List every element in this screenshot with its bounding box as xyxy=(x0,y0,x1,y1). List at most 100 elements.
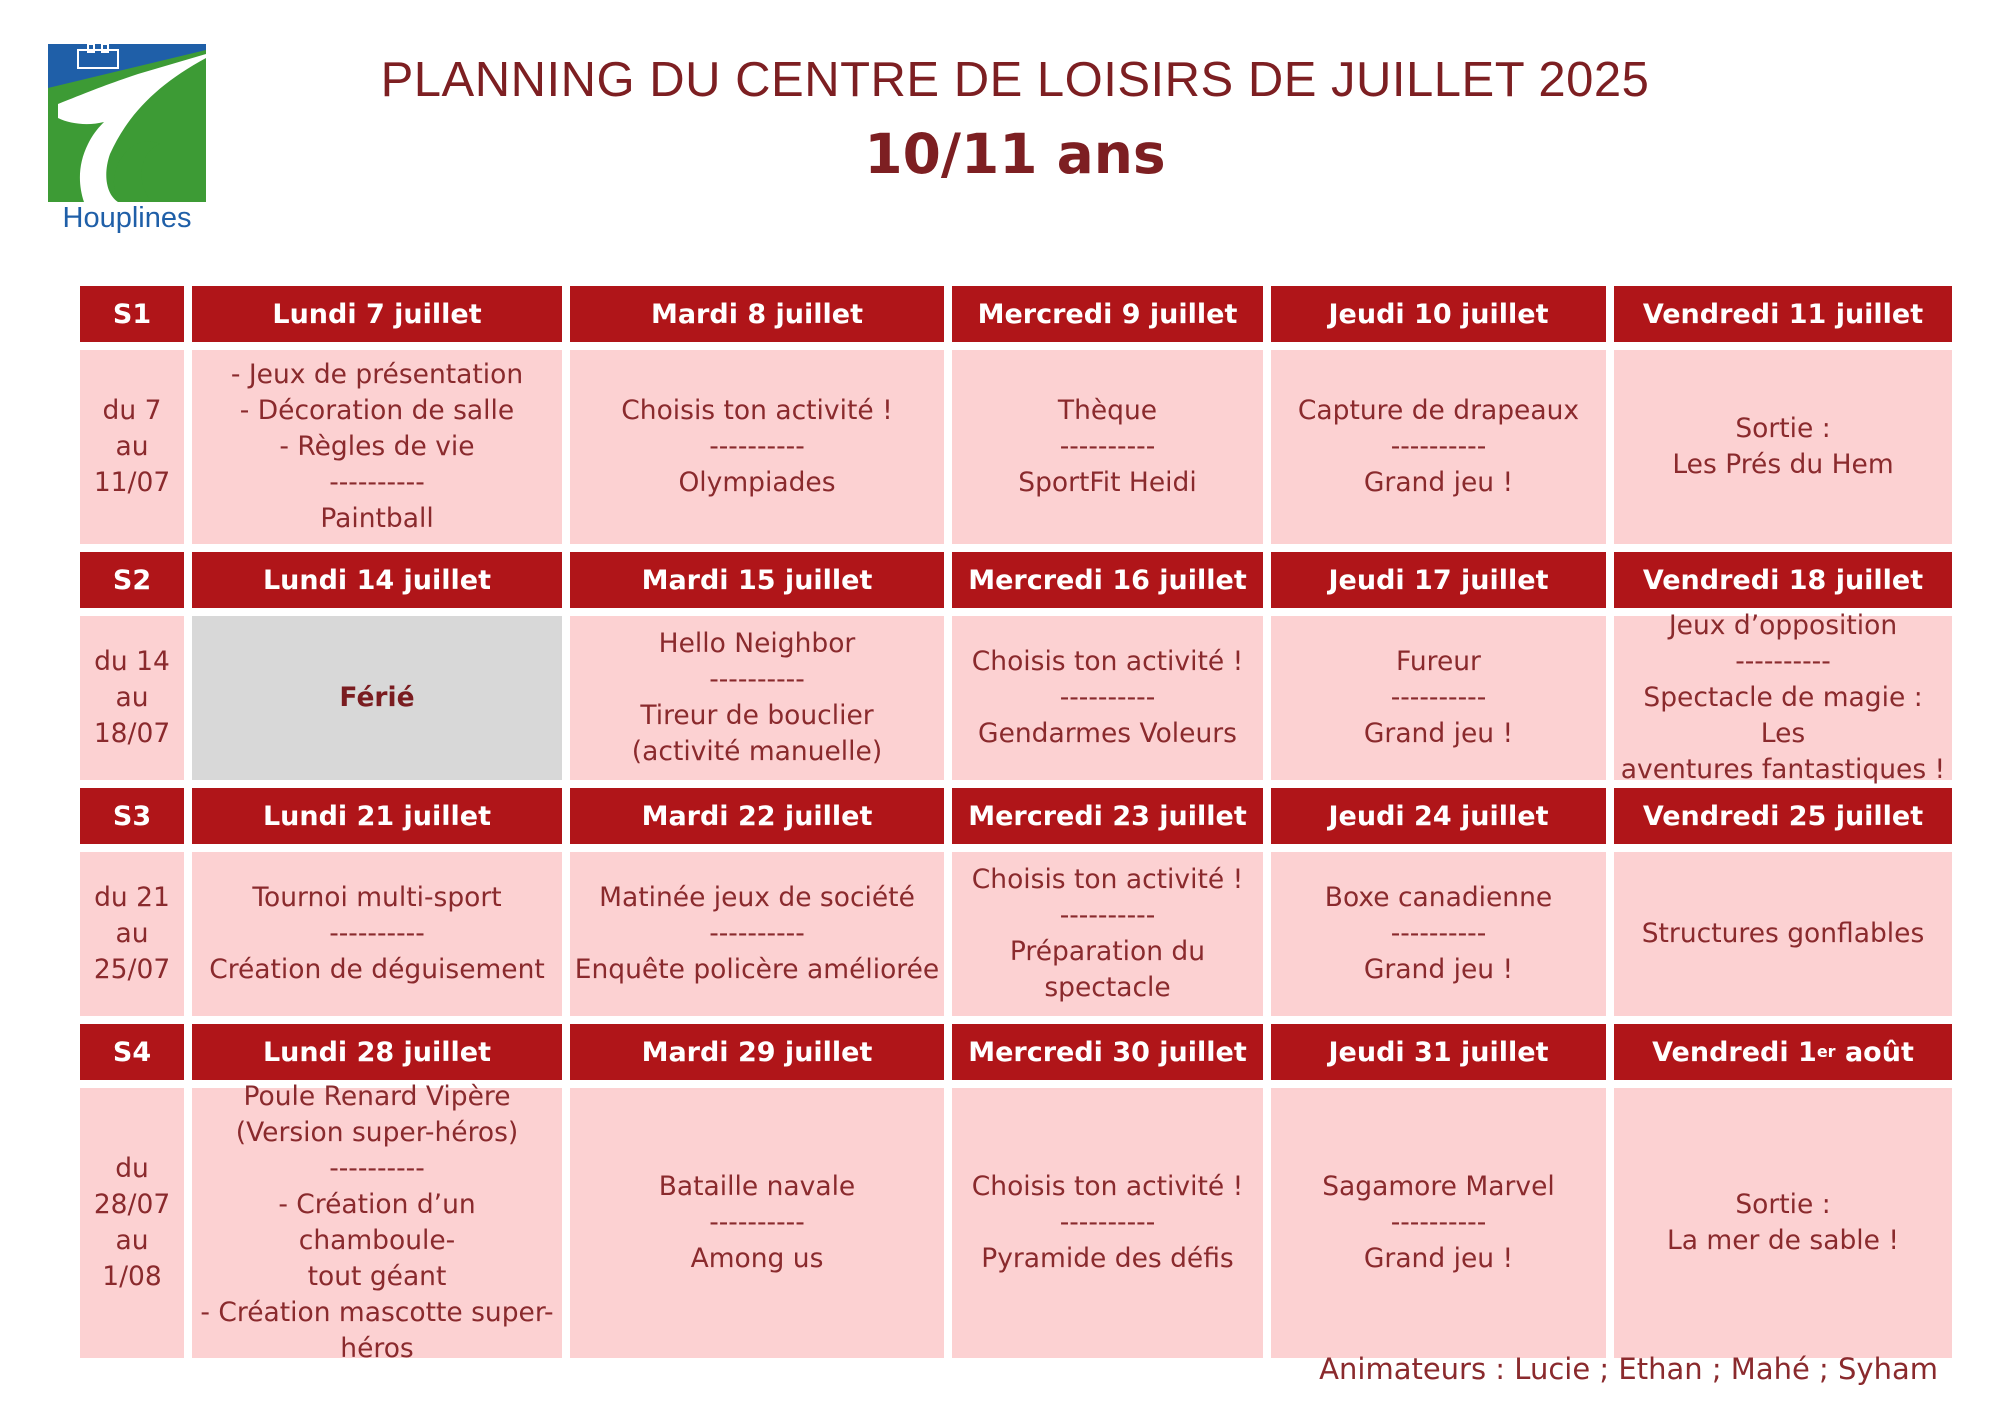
day-header-part: août xyxy=(1835,1036,1914,1068)
activity-line: - Jeux de présentation xyxy=(230,359,524,390)
activity-line: ---------- xyxy=(709,918,805,949)
activity-line: Spectacle de magie : Les xyxy=(1643,682,1923,749)
activity-line: Paintball xyxy=(320,503,434,534)
activity-line: Sagamore Marvel xyxy=(1322,1171,1555,1202)
day-header: Jeudi 17 juillet xyxy=(1271,552,1606,608)
activity-cell: Structures gonflables xyxy=(1614,852,1952,1016)
day-header: Lundi 28 juillet xyxy=(192,1024,562,1080)
day-header: Mercredi 30 juillet xyxy=(952,1024,1263,1080)
activity-line: Olympiades xyxy=(678,467,836,498)
activity-cell: Sortie : Les Prés du Hem xyxy=(1614,350,1952,544)
range-line: 11/07 xyxy=(93,467,171,498)
activity-line: ---------- xyxy=(1390,918,1487,949)
activity-line: La mer de sable ! xyxy=(1667,1225,1899,1256)
activity-line: Capture de drapeaux xyxy=(1297,395,1580,426)
activity-line: - Règles de vie xyxy=(279,431,475,462)
range-line: au xyxy=(115,682,149,713)
range-line: 25/07 xyxy=(93,954,171,985)
activity-line: SportFit Heidi xyxy=(1018,467,1197,498)
day-header: Mardi 22 juillet xyxy=(570,788,944,844)
activity-line: Pyramide des défis xyxy=(981,1243,1234,1274)
activity-line: Choisis ton activité ! xyxy=(971,1171,1244,1202)
activity-line: ---------- xyxy=(709,1207,805,1238)
activity-line: Grand jeu ! xyxy=(1363,954,1514,985)
activity-line: Matinée jeux de société xyxy=(599,882,915,913)
activity-line: Fureur xyxy=(1396,646,1481,677)
activity-line: aventures fantastiques ! xyxy=(1620,754,1946,785)
range-line: du 7 xyxy=(102,395,162,426)
activity-cell: Hello Neighbor ---------- Tireur de bouc… xyxy=(570,616,944,780)
page-title: PLANNING DU CENTRE DE LOISIRS DE JUILLET… xyxy=(380,53,1650,107)
activity-line: ---------- xyxy=(1059,682,1156,713)
activity-line: Boxe canadienne xyxy=(1324,882,1553,913)
activity-line: tout géant xyxy=(307,1261,447,1292)
activity-line: ---------- xyxy=(709,431,805,462)
activity-cell: Tournoi multi-sport ---------- Création … xyxy=(192,852,562,1016)
activity-cell: Choisis ton activité ! ---------- Gendar… xyxy=(952,616,1263,780)
day-header: Vendredi 1 er août xyxy=(1614,1024,1952,1080)
activity-line: Choisis ton activité ! xyxy=(971,864,1244,895)
holiday-label: Férié xyxy=(339,682,415,713)
day-header: Jeudi 31 juillet xyxy=(1271,1024,1606,1080)
logo-text: Houplines xyxy=(62,202,192,234)
range-line: au xyxy=(115,918,149,949)
activity-line: héros xyxy=(340,1333,414,1364)
activity-line: Structures gonflables xyxy=(1641,918,1925,949)
week-range: du 7 au 11/07 xyxy=(80,350,184,544)
activity-line: Tireur de bouclier xyxy=(640,700,874,731)
logo-emblem-icon xyxy=(48,44,206,202)
activity-cell: Boxe canadienne ---------- Grand jeu ! xyxy=(1271,852,1606,1016)
activity-cell: Bataille navale ---------- Among us xyxy=(570,1088,944,1358)
activity-line: Gendarmes Voleurs xyxy=(978,718,1237,749)
activity-cell: Capture de drapeaux ---------- Grand jeu… xyxy=(1271,350,1606,544)
activity-line: Grand jeu ! xyxy=(1363,718,1514,749)
activity-line: Hello Neighbor xyxy=(658,628,856,659)
day-header: Mardi 8 juillet xyxy=(570,286,944,342)
activity-cell: Sagamore Marvel ---------- Grand jeu ! xyxy=(1271,1088,1606,1358)
holiday-cell: Férié xyxy=(192,616,562,780)
activity-line: ---------- xyxy=(329,918,425,949)
activity-line: Grand jeu ! xyxy=(1363,1243,1514,1274)
houplines-logo: Houplines xyxy=(48,44,206,242)
activity-cell: Choisis ton activité ! ---------- Pyrami… xyxy=(952,1088,1263,1358)
day-header: Mercredi 16 juillet xyxy=(952,552,1263,608)
activity-line: Enquête policère améliorée xyxy=(574,954,940,985)
activity-line: Les Prés du Hem xyxy=(1672,449,1894,480)
week-label: S3 xyxy=(80,788,184,844)
activity-line: Grand jeu ! xyxy=(1363,467,1514,498)
activity-line: Création de déguisement xyxy=(209,954,545,985)
activity-line: - Création mascotte super- xyxy=(200,1297,554,1328)
planning-table: S1 Lundi 7 juillet Mardi 8 juillet Mercr… xyxy=(80,286,1952,1364)
day-header: Lundi 14 juillet xyxy=(192,552,562,608)
range-line: 18/07 xyxy=(93,718,171,749)
activity-line: Sortie : xyxy=(1735,413,1831,444)
range-line: 28/07 xyxy=(93,1189,171,1220)
activity-line: (Version super-héros) xyxy=(235,1117,519,1148)
week-label: S4 xyxy=(80,1024,184,1080)
day-header: Jeudi 10 juillet xyxy=(1271,286,1606,342)
activity-cell: Sortie : La mer de sable ! xyxy=(1614,1088,1952,1358)
activity-line: ---------- xyxy=(1390,1207,1487,1238)
day-header: Mardi 29 juillet xyxy=(570,1024,944,1080)
activity-line: Choisis ton activité ! xyxy=(971,646,1244,677)
animators-footer: Animateurs : Lucie ; Ethan ; Mahé ; Syha… xyxy=(1319,1352,1938,1386)
week-range: du 14 au 18/07 xyxy=(80,616,184,780)
activity-cell: - Jeux de présentation - Décoration de s… xyxy=(192,350,562,544)
range-line: au xyxy=(115,431,149,462)
day-header: Mercredi 9 juillet xyxy=(952,286,1263,342)
activity-cell: Thèque ---------- SportFit Heidi xyxy=(952,350,1263,544)
range-line: 1/08 xyxy=(102,1261,162,1292)
activity-line: ---------- xyxy=(1390,682,1487,713)
day-header-part: Vendredi 1 xyxy=(1652,1036,1817,1068)
page-subtitle: 10/11 ans xyxy=(864,122,1166,186)
day-header: Vendredi 11 juillet xyxy=(1614,286,1952,342)
activity-line: ---------- xyxy=(709,664,805,695)
activity-line: Among us xyxy=(690,1243,824,1274)
activity-line: ---------- xyxy=(1735,646,1831,677)
activity-cell: Choisis ton activité ! ---------- Prépar… xyxy=(952,852,1263,1016)
activity-line: - Décoration de salle xyxy=(239,395,515,426)
day-header: Mercredi 23 juillet xyxy=(952,788,1263,844)
activity-line: ---------- xyxy=(329,467,425,498)
day-header: Lundi 7 juillet xyxy=(192,286,562,342)
week-range: du 21 au 25/07 xyxy=(80,852,184,1016)
